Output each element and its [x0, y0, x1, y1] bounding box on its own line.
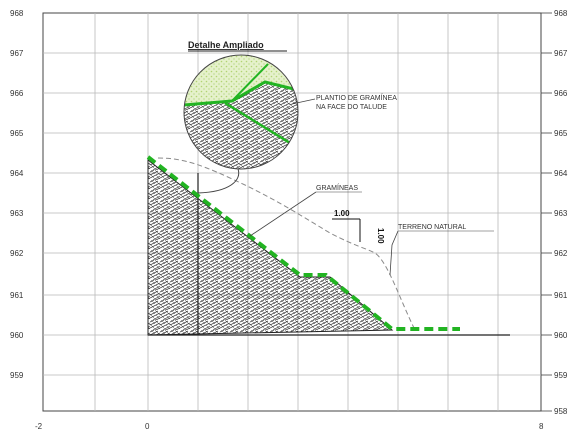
natural-terrain-line [157, 157, 416, 331]
y-tick-label: 958 [554, 407, 568, 416]
graminea-label: GRAMÍNEAS [316, 183, 358, 192]
y-tick-label: 963 [10, 209, 24, 218]
y-axis-labels-right: 968 967 966 965 964 963 962 961 960 959 … [554, 9, 568, 416]
detail-connector [197, 168, 240, 194]
y-tick-label: 962 [10, 249, 24, 258]
x-tick-label: -2 [35, 422, 43, 431]
right-tick-marks [541, 12, 552, 412]
detail-circle [183, 54, 299, 170]
planting-label-line2: NA FACE DO TALUDE [316, 104, 387, 111]
y-tick-label: 959 [10, 371, 24, 380]
slope-ratio-horizontal: 1.00 [334, 209, 350, 218]
y-tick-label: 961 [10, 291, 24, 300]
y-axis-labels-left: 968 967 966 965 964 963 962 961 960 959 [10, 9, 24, 380]
y-tick-label: 965 [554, 129, 568, 138]
y-tick-label: 960 [10, 331, 24, 340]
y-tick-label: 960 [554, 331, 568, 340]
terreno-leader [389, 230, 399, 276]
x-tick-label: 0 [145, 422, 150, 431]
terreno-label: TERRENO NATURAL [398, 224, 466, 231]
x-axis-labels: -2 0 8 [35, 422, 544, 431]
graminea-leader [249, 191, 317, 237]
y-tick-label: 963 [554, 209, 568, 218]
detail-title: Detalhe Ampliado [188, 40, 264, 50]
planting-label-line1: PLANTIO DE GRAMÍNEA [316, 93, 397, 102]
y-tick-label: 965 [10, 129, 24, 138]
y-tick-label: 967 [10, 49, 24, 58]
y-tick-label: 962 [554, 249, 568, 258]
y-tick-label: 968 [554, 9, 568, 18]
y-tick-label: 964 [10, 169, 24, 178]
y-tick-label: 967 [554, 49, 568, 58]
y-tick-label: 966 [554, 89, 568, 98]
y-tick-label: 961 [554, 291, 568, 300]
planting-leader [291, 98, 316, 105]
grass-line [146, 155, 460, 331]
y-tick-label: 966 [10, 89, 24, 98]
plot-frame [42, 12, 542, 412]
slope-ratio-vertical: 1.00 [376, 228, 385, 244]
y-tick-label: 968 [10, 9, 24, 18]
x-tick-label: 8 [539, 422, 544, 431]
y-tick-label: 964 [554, 169, 568, 178]
y-tick-label: 959 [554, 371, 568, 380]
